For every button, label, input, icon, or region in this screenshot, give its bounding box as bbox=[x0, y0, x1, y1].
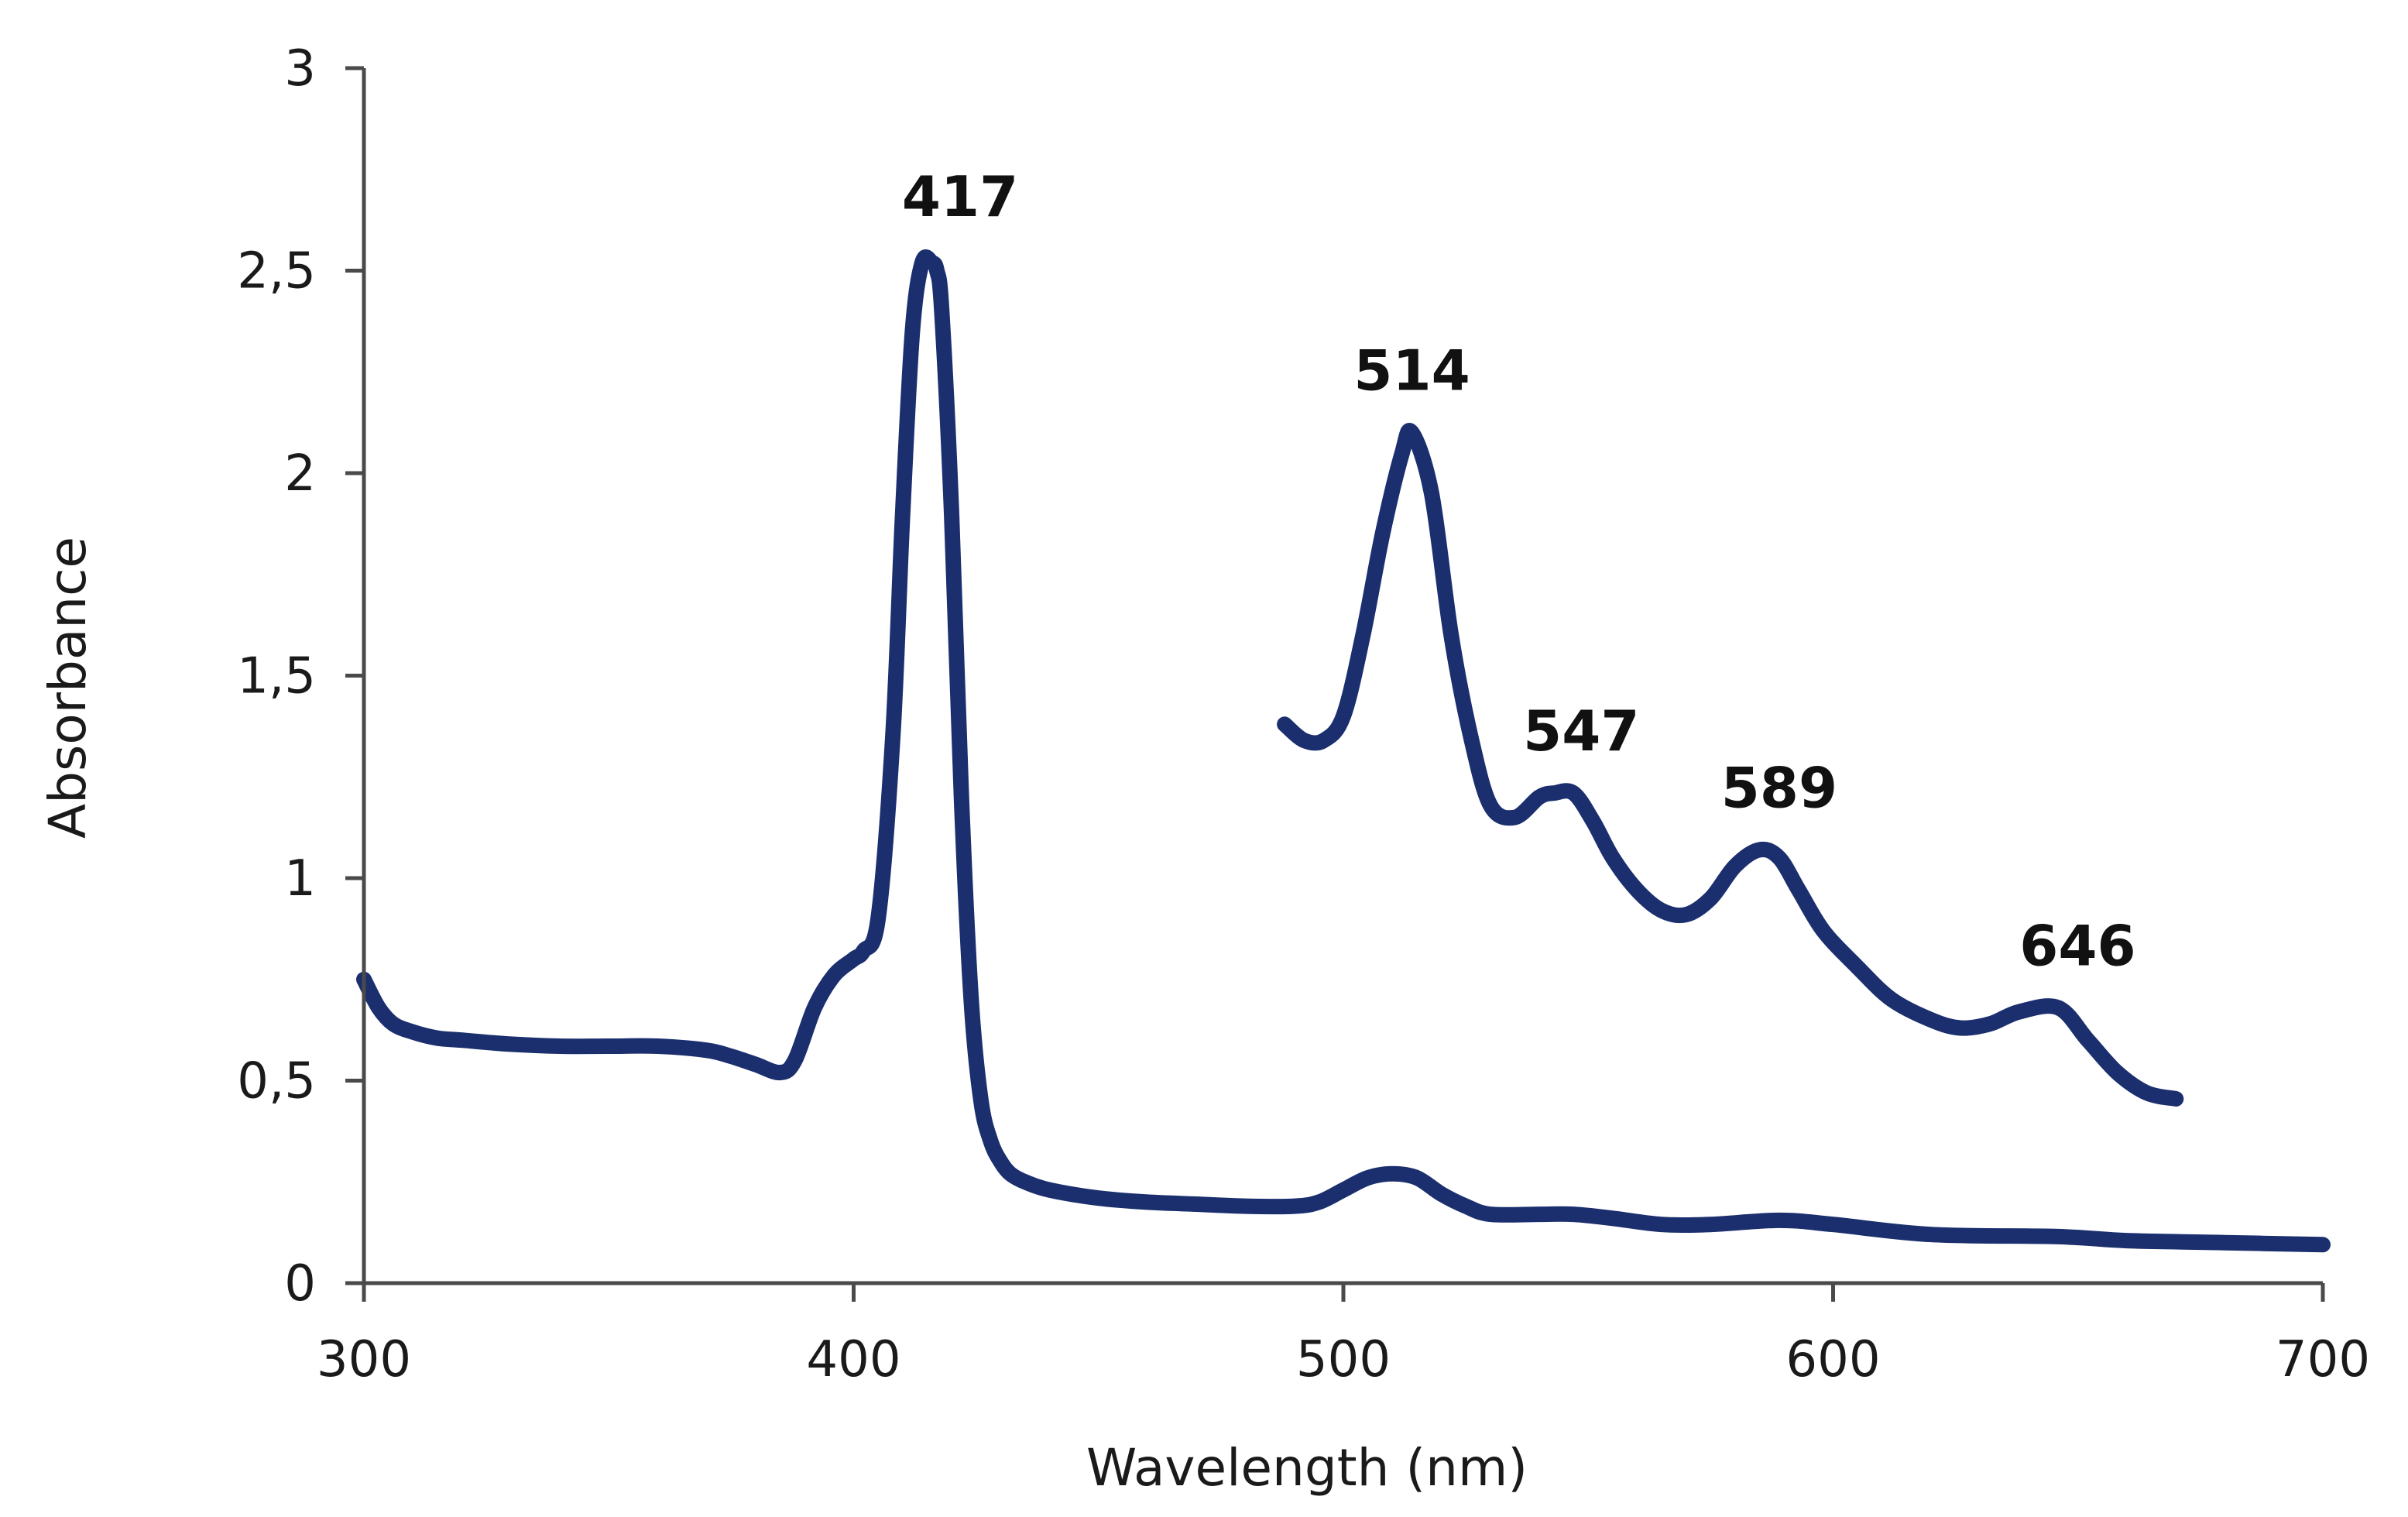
peak-label-547: 547 bbox=[1523, 698, 1639, 764]
y-tick-label: 1 bbox=[284, 850, 316, 908]
y-tick-label: 3 bbox=[284, 40, 316, 98]
y-tick-label: 2 bbox=[284, 445, 316, 503]
axes-layer bbox=[362, 68, 2323, 1285]
y-tick-label: 2,5 bbox=[237, 243, 316, 300]
peak-label-646: 646 bbox=[2019, 913, 2135, 978]
peak-label-417: 417 bbox=[902, 164, 1018, 229]
x-tick-label: 600 bbox=[1785, 1331, 1880, 1388]
peak-label-514: 514 bbox=[1353, 338, 1470, 403]
x-axis-title: Wavelength (nm) bbox=[1086, 1438, 1528, 1498]
y-tick-label: 1,5 bbox=[237, 648, 316, 705]
peak-label-589: 589 bbox=[1721, 755, 1837, 820]
x-tick-label: 700 bbox=[2276, 1331, 2370, 1388]
y-tick-label: 0,5 bbox=[237, 1053, 316, 1110]
series-layer bbox=[356, 249, 2331, 1253]
x-tick-label: 300 bbox=[317, 1331, 411, 1388]
annotation-layer: 417 514 547 589 646 bbox=[902, 164, 2136, 978]
visible-region-line bbox=[1277, 423, 2184, 1107]
ticks-layer: 0 0,5 1 1,5 2 2,5 3 300 400 500 600 700 bbox=[237, 40, 2370, 1388]
y-tick-label: 0 bbox=[284, 1255, 316, 1313]
full-spectrum-line bbox=[356, 249, 2331, 1253]
x-tick-label: 400 bbox=[806, 1331, 900, 1388]
x-tick-label: 500 bbox=[1296, 1331, 1391, 1388]
y-axis-title: Absorbance bbox=[38, 537, 98, 839]
